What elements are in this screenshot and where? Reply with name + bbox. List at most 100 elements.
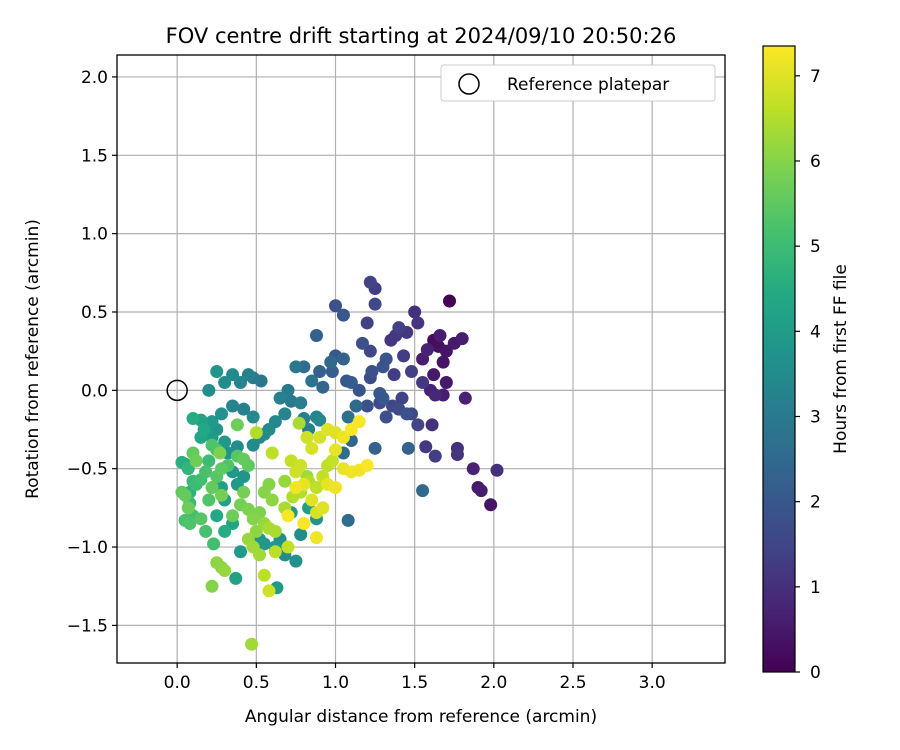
scatter-point <box>352 383 366 397</box>
scatter-point <box>294 459 308 473</box>
scatter-point <box>305 374 319 388</box>
y-tick-label: 1.5 <box>81 146 108 166</box>
colorbar: 0 1 2 3 4 5 6 7 Hours from first FF file <box>762 45 851 683</box>
scatter-point <box>313 413 327 427</box>
scatter-point <box>387 368 401 382</box>
scatter-point <box>230 418 244 432</box>
colorbar-gradient <box>762 45 796 673</box>
scatter-point <box>246 438 260 452</box>
scatter-point <box>226 509 240 523</box>
colorbar-tick-label: 3 <box>810 407 821 427</box>
scatter-point <box>363 275 377 289</box>
x-tick-label: 0.5 <box>243 673 270 693</box>
scatter-point <box>433 328 447 342</box>
scatter-point <box>281 383 295 397</box>
scatter-point <box>416 376 430 390</box>
scatter-point <box>218 524 232 538</box>
scatter-point <box>262 584 276 598</box>
scatter-point <box>215 407 228 421</box>
scatter-point <box>344 423 358 437</box>
scatter-point <box>215 488 228 502</box>
scatter-point <box>316 501 330 515</box>
scatter-point <box>210 556 224 570</box>
scatter-point <box>205 415 219 429</box>
colorbar-tick-label: 2 <box>810 493 821 513</box>
scatter-point <box>344 376 358 390</box>
scatter-point <box>336 430 350 444</box>
x-tick-label: 2.0 <box>480 673 507 693</box>
scatter-point <box>450 448 464 462</box>
scatter-point <box>379 410 393 424</box>
scatter-point <box>205 579 219 593</box>
scatter-point <box>439 376 453 390</box>
scatter-point <box>325 454 339 468</box>
scatter-point <box>416 484 430 498</box>
scatter-point <box>490 463 504 477</box>
scatter-point <box>265 446 279 460</box>
grid-lines <box>117 55 725 663</box>
scatter-point <box>237 402 251 416</box>
scatter-point <box>199 465 213 479</box>
scatter-point <box>313 430 327 444</box>
scatter-point <box>213 446 227 460</box>
scatter-point <box>411 316 425 330</box>
scatter-point <box>427 368 441 382</box>
y-tick-label: 0.5 <box>81 303 108 323</box>
colorbar-tick-label: 0 <box>810 663 821 683</box>
scatter-point <box>419 440 433 454</box>
scatter-point <box>278 474 292 488</box>
scatter-point <box>395 391 409 405</box>
scatter-point <box>352 415 366 429</box>
reference-marker <box>166 379 188 402</box>
scatter-point <box>202 493 216 507</box>
scatter-point <box>202 383 216 397</box>
legend-marker <box>458 73 480 95</box>
scatter-point <box>436 355 450 369</box>
scatter-point <box>194 512 208 526</box>
scatter-point <box>324 355 338 369</box>
legend: Reference platepar <box>440 64 716 102</box>
scatter-point <box>305 441 319 455</box>
x-axis-label: Angular distance from reference (arcmin) <box>245 707 597 727</box>
scatter-point <box>292 416 306 430</box>
scatter-point <box>241 368 255 382</box>
y-tick-label: 2.0 <box>81 68 108 88</box>
scatter-point <box>341 513 355 527</box>
scatter-point <box>329 443 342 457</box>
y-tick-label: −1.5 <box>67 616 108 636</box>
scatter-point <box>289 554 303 568</box>
x-tick-label: 3.0 <box>639 673 666 693</box>
scatter-point <box>289 360 303 374</box>
scatter-point <box>265 493 279 507</box>
y-axis-label: Rotation from reference (arcmin) <box>23 219 43 499</box>
scatter-point <box>268 545 282 559</box>
y-tick-label: −0.5 <box>67 460 108 480</box>
scatter-point <box>474 484 488 498</box>
scatter-point <box>425 418 439 432</box>
colorbar-tick-label: 5 <box>810 237 821 257</box>
scatter-point <box>199 524 213 538</box>
legend-label: Reference platepar <box>507 75 669 95</box>
x-axis-ticks: 0.0 0.5 1.0 1.5 2.0 2.5 3.0 <box>164 663 666 693</box>
scatter-point <box>257 568 271 582</box>
scatter-point <box>218 564 232 578</box>
scatter-point <box>281 509 295 523</box>
scatter-point <box>181 501 195 515</box>
scatter-point <box>226 399 240 413</box>
chart-title: FOV centre drift starting at 2024/09/10 … <box>166 24 677 48</box>
scatter-point <box>368 297 382 311</box>
scatter-point <box>249 524 263 538</box>
scatter-point <box>294 528 308 542</box>
scatter-point <box>257 537 271 551</box>
scatter-point <box>458 391 472 405</box>
scatter-point <box>205 480 219 494</box>
scatter-point <box>336 352 350 366</box>
scatter-point <box>289 480 303 494</box>
scatter-point <box>237 452 251 466</box>
scatter-point <box>420 343 434 357</box>
scatter-point <box>411 418 425 432</box>
scatter-point <box>360 459 374 473</box>
scatter-point <box>305 493 319 507</box>
scatter-point <box>297 517 311 531</box>
